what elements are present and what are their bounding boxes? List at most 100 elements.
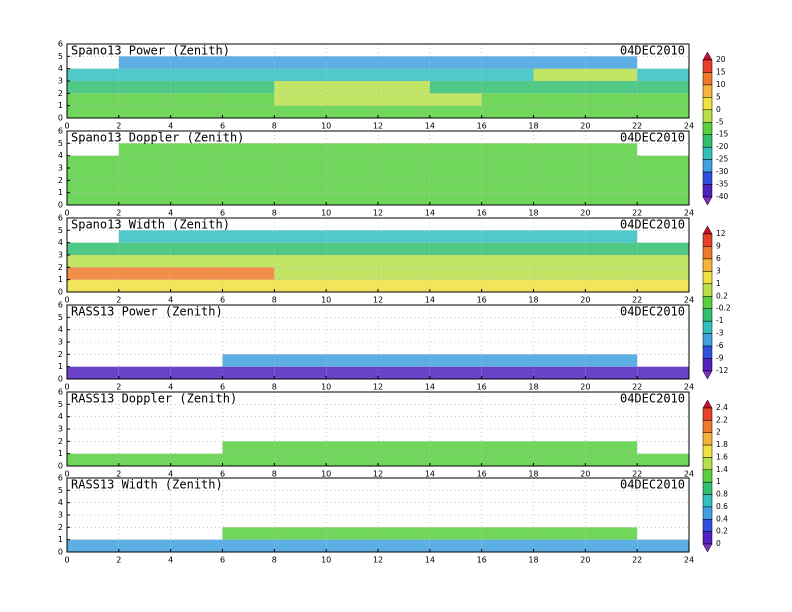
heat-cell [481, 539, 534, 552]
colorbar-segment [702, 308, 713, 322]
colorbar-arrow [702, 51, 713, 61]
heat-cell [585, 354, 638, 367]
colorbar-segment [702, 494, 713, 508]
plot-frame [66, 217, 690, 293]
colorbar-label: 15 [716, 67, 726, 76]
y-tick-label: 4 [58, 238, 63, 247]
heat-cell [429, 105, 482, 118]
x-tick-label: 10 [321, 122, 331, 131]
heat-cell [170, 93, 223, 106]
heat-cell [118, 105, 171, 118]
heat-cell [222, 255, 275, 268]
x-tick-label: 2 [116, 556, 121, 565]
heat-cell [274, 230, 327, 243]
colorbar-arrow [702, 370, 713, 380]
panel-date: 04DEC2010 [620, 305, 685, 319]
heat-cell [533, 93, 586, 106]
heat-cell [533, 192, 586, 205]
heat-cell [378, 143, 430, 156]
heat-cell [118, 180, 171, 193]
x-tick-label: 8 [272, 470, 277, 479]
y-tick-label: 3 [58, 511, 63, 520]
heat-cell [118, 242, 171, 255]
colorbar-label: -5 [716, 117, 724, 126]
y-tick-label: 6 [58, 214, 63, 223]
colorbar-label: 1 [716, 279, 721, 288]
panel-title: RASS13 Power (Zenith) [71, 305, 223, 319]
heat-cell [326, 93, 378, 106]
colorbar-segment [702, 333, 713, 347]
heat-cell [378, 93, 430, 106]
heat-cell [67, 155, 119, 168]
y-tick-label: 2 [58, 176, 63, 185]
heat-cell [585, 242, 638, 255]
heat-cell [533, 441, 586, 454]
heat-cell [222, 279, 275, 292]
heat-cell [533, 242, 586, 255]
heat-cell [326, 180, 378, 193]
colorbar-label: -35 [716, 180, 728, 189]
heat-cell [222, 539, 275, 552]
heat-cell [429, 143, 482, 156]
x-tick-label: 16 [477, 470, 487, 479]
colorbar-label: 1.4 [716, 465, 728, 474]
heat-cell [222, 366, 275, 379]
colorbar-label: -30 [716, 167, 728, 176]
colorbar-label: 1.6 [716, 452, 728, 461]
heat-cell [170, 180, 223, 193]
heat-cell [274, 192, 327, 205]
x-tick-label: 4 [168, 383, 173, 392]
x-tick-label: 12 [373, 209, 383, 218]
heat-cell [481, 267, 534, 280]
colorbar-segment [702, 109, 713, 123]
y-tick-label: 4 [58, 64, 63, 73]
heat-cell [637, 279, 689, 292]
heat-cell [378, 539, 430, 552]
heat-cell [637, 168, 689, 181]
heat-cell [274, 255, 327, 268]
heat-cell [481, 279, 534, 292]
heat-cell [637, 192, 689, 205]
heat-cell [222, 453, 275, 466]
heat-cell [170, 143, 223, 156]
x-tick-label: 24 [684, 209, 694, 218]
y-tick-label: 2 [58, 350, 63, 359]
heat-cell [481, 105, 534, 118]
y-tick-label: 6 [58, 127, 63, 136]
colorbar-segment [702, 246, 713, 260]
colorbar-label: -25 [716, 155, 728, 164]
heat-cell [585, 539, 638, 552]
heat-cell [533, 453, 586, 466]
colorbar-segment [702, 271, 713, 285]
heat-cell [118, 168, 171, 181]
x-tick-label: 0 [64, 296, 69, 305]
heat-cell [481, 68, 534, 81]
colorbar-segment [702, 283, 713, 297]
x-tick-label: 0 [64, 122, 69, 131]
heat-cell [67, 242, 119, 255]
heat-cell [274, 180, 327, 193]
y-tick-label: 2 [58, 523, 63, 532]
heat-cell [118, 230, 171, 243]
heat-cell [222, 81, 275, 94]
heat-cell [585, 255, 638, 268]
heat-cell [481, 192, 534, 205]
heat-cell [637, 539, 689, 552]
heat-cell [118, 155, 171, 168]
heat-cell [533, 168, 586, 181]
plot-frame [66, 391, 690, 467]
y-tick-label: 6 [58, 301, 63, 310]
y-tick-label: 5 [58, 313, 63, 322]
heat-cell [533, 81, 586, 94]
colorbar-segment [702, 171, 713, 185]
heat-cell [481, 366, 534, 379]
heat-cell [533, 255, 586, 268]
heat-cell [378, 267, 430, 280]
x-tick-label: 8 [272, 383, 277, 392]
x-tick-label: 12 [373, 383, 383, 392]
heat-cell [533, 230, 586, 243]
heat-cell [67, 93, 119, 106]
colorbar-label: -15 [716, 130, 728, 139]
colorbar-segment [702, 407, 713, 421]
colorbar-segment [702, 72, 713, 86]
